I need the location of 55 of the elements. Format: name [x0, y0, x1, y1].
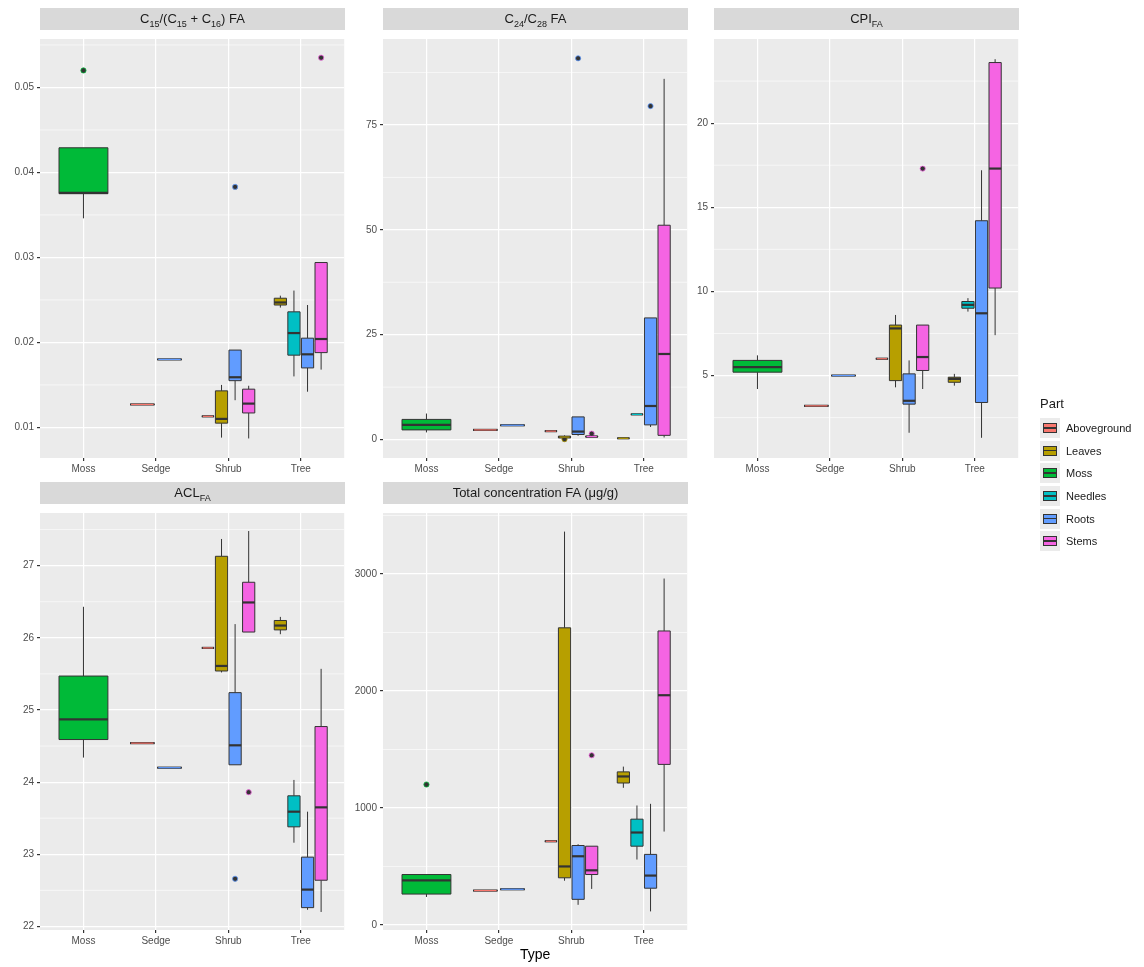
legend-label: Needles — [1066, 490, 1107, 503]
x-tick-label: Moss — [745, 462, 770, 474]
x-tick-label: Shrub — [888, 462, 917, 474]
chart-title: C$_{15}$/(C$_{15}$ + C$_{16}$) FA — [40, 8, 345, 30]
y-tick-label: 20 — [696, 116, 709, 128]
x-tick-label: Sedge — [484, 934, 514, 946]
x-tick-label: Tree — [964, 462, 986, 474]
x-tick-label: Shrub — [557, 462, 586, 474]
x-tick-label: Tree — [290, 462, 312, 474]
y-tick-label: 0 — [371, 433, 378, 445]
y-tick-label: 10 — [696, 285, 709, 297]
x-tick-label: Tree — [633, 934, 655, 946]
legend-label: Roots — [1066, 512, 1095, 525]
x-tick-label: Sedge — [815, 462, 845, 474]
legend-label: Stems — [1066, 535, 1098, 548]
x-tick-label: Moss — [414, 934, 439, 946]
y-tick-label: 23 — [22, 848, 35, 859]
y-tick-label: 0 — [371, 918, 378, 930]
y-tick-label: 27 — [22, 559, 35, 571]
x-tick-label: Tree — [290, 934, 312, 946]
y-tick-label: 1000 — [354, 801, 378, 813]
legend-title: Part — [1040, 396, 1065, 411]
y-tick-label: 0.03 — [14, 251, 35, 263]
x-tick-label: Sedge — [141, 462, 171, 474]
y-tick-label: 0.01 — [14, 421, 35, 433]
y-tick-label: 75 — [365, 118, 378, 130]
y-tick-label: 0.04 — [14, 166, 35, 178]
chart-title: ACL$_{FA}$ — [40, 482, 345, 504]
x-tick-label: Sedge — [484, 462, 514, 474]
legend-label: Aboveground — [1066, 422, 1132, 435]
chart-title: Total concentration FA (μg/g) — [383, 482, 688, 504]
chart-title: C$_{24}$/C$_{28}$ FA — [383, 8, 688, 30]
x-tick-label: Shrub — [214, 934, 243, 946]
y-tick-label: 25 — [22, 703, 35, 715]
x-tick-label: Moss — [414, 462, 439, 474]
x-tick-label: Sedge — [141, 934, 171, 946]
x-tick-label: Shrub — [214, 462, 243, 474]
y-tick-label: 15 — [696, 201, 709, 213]
y-tick-label: 24 — [22, 775, 35, 787]
chart-title: CPI$_{FA}$ — [714, 8, 1019, 30]
y-tick-label: 0.02 — [14, 336, 35, 348]
y-tick-label: 26 — [22, 631, 35, 643]
x-tick-label: Moss — [71, 934, 96, 946]
legend-label: Leaves — [1066, 444, 1102, 457]
x-tick-label: Shrub — [557, 934, 586, 946]
y-tick-label: 25 — [365, 328, 378, 340]
y-tick-label: 3000 — [354, 567, 378, 579]
y-tick-label: 0.05 — [14, 81, 35, 93]
y-tick-label: 22 — [22, 920, 35, 932]
x-tick-label: Tree — [633, 462, 655, 474]
x-axis-title: Type — [519, 946, 551, 963]
y-tick-label: 50 — [365, 223, 378, 235]
x-tick-label: Moss — [71, 462, 96, 474]
y-tick-label: 2000 — [354, 684, 378, 696]
y-tick-label: 5 — [702, 369, 709, 381]
